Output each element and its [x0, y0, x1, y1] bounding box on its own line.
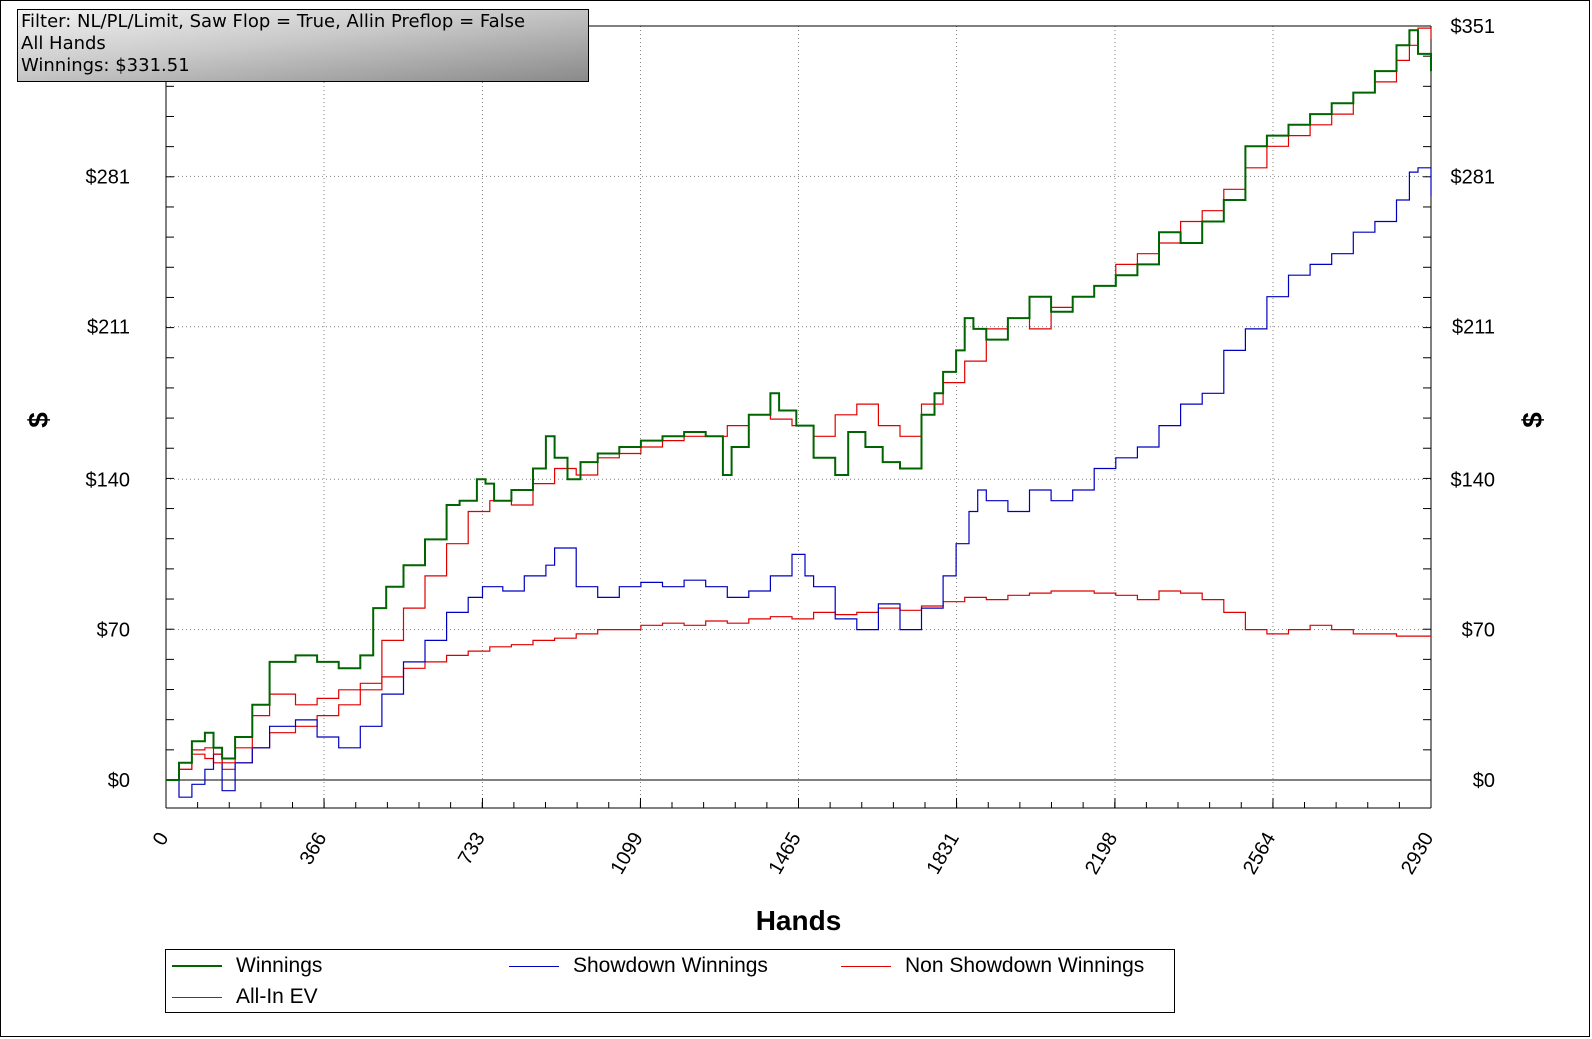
legend-swatch-allin-ev	[172, 996, 222, 998]
x-tick-label: 0	[149, 829, 174, 850]
legend-item-allin-ev: All-In EV	[172, 984, 318, 1010]
y-tick-label-left: $281	[86, 166, 131, 188]
y-tick-label-left: $70	[97, 620, 130, 642]
chart-legend: Winnings Showdown Winnings Non Showdown …	[165, 949, 1175, 1013]
y-tick-label-left: $140	[86, 469, 131, 491]
x-tick-label: 2930	[1397, 829, 1438, 879]
series-line-winnings	[166, 29, 1432, 781]
x-tick-label: 366	[296, 829, 332, 869]
y-axis-title-right: $	[1517, 412, 1548, 428]
legend-label-allin-ev: All-In EV	[236, 985, 318, 1008]
y-tick-label-right: $140	[1451, 469, 1496, 491]
legend-swatch-showdown	[509, 965, 559, 967]
x-tick-label: 2198	[1081, 829, 1122, 879]
legend-item-non-showdown: Non Showdown Winnings	[841, 953, 1144, 979]
x-tick-label: 733	[454, 829, 490, 869]
x-tick-label: 1831	[923, 829, 964, 879]
axis-labels: $0 $0 $70 $70 $140 $140 $211 $211 $281 $281 $351 $3…	[23, 16, 1548, 936]
series-line-all-in-ev	[166, 27, 1432, 781]
x-tick-label: 1465	[765, 829, 806, 879]
y-tick-label-left: $211	[87, 317, 130, 339]
x-tick-label: 1099	[607, 829, 648, 879]
legend-label-winnings: Winnings	[236, 954, 323, 977]
series-line-non-showdown-winnings	[166, 590, 1431, 781]
legend-label-non-showdown: Non Showdown Winnings	[905, 954, 1145, 977]
legend-item-showdown: Showdown Winnings	[509, 953, 768, 979]
legend-swatch-non-showdown	[841, 965, 891, 967]
series-lines	[166, 27, 1432, 798]
winnings-total-text: Winnings: $331.51	[21, 55, 190, 76]
legend-label-showdown: Showdown Winnings	[573, 954, 768, 977]
y-tick-label-right: $211	[1452, 317, 1495, 339]
y-tick-label-right: $70	[1462, 620, 1495, 642]
y-tick-label-right: $281	[1451, 166, 1496, 188]
x-axis-title: Hands	[756, 905, 842, 936]
filter-text: Filter: NL/PL/Limit, Saw Flop = True, Al…	[21, 11, 526, 32]
y-tick-label-left: $0	[108, 770, 130, 792]
y-axis-title-left: $	[23, 412, 54, 428]
subset-text: All Hands	[21, 33, 106, 54]
grid	[166, 25, 1431, 808]
filter-info-box: Filter: NL/PL/Limit, Saw Flop = True, Al…	[17, 9, 589, 82]
legend-item-winnings: Winnings	[172, 953, 322, 979]
x-tick-label: 2564	[1239, 829, 1280, 879]
legend-swatch-winnings	[172, 965, 222, 968]
series-line-showdown-winnings	[166, 167, 1432, 798]
y-tick-label-right: $351	[1451, 16, 1496, 38]
y-tick-label-right: $0	[1473, 770, 1495, 792]
